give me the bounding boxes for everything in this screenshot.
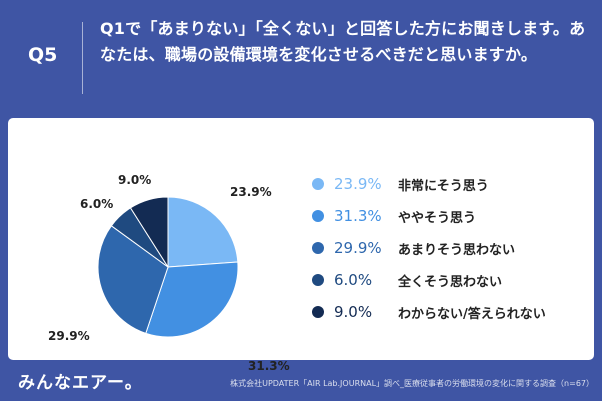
legend-swatch [312,210,324,222]
chart-panel: 23.9% 31.3% 29.9% 6.0% 9.0% 23.9% 非常にそう思う 31.3… [8,118,594,373]
question-text: Q1で「あまりない」「全くない」と回答した方にお聞きします。あなたは、職場の設備… [100,19,586,64]
pie-chart [97,196,239,338]
legend-item: 6.0% 全くそう思わない [312,264,546,296]
legend-label: あまりそう思わない [398,242,516,258]
legend-label: わからない/答えられない [398,306,546,322]
legend-value: 29.9% [334,239,382,257]
chart-legend: 23.9% 非常にそう思う 31.3% ややそう思う 29.9% あまりそう思わない 6.0… [312,168,546,328]
pie-slice [145,261,239,338]
legend-item: 9.0% わからない/答えられない [312,296,546,328]
legend-label: 非常にそう思う [398,178,489,194]
header-divider [82,22,83,94]
question-label: Q5 [28,44,58,66]
legend-label: 全くそう思わない [398,274,503,290]
slice-value-label: 9.0% [118,173,152,187]
legend-value: 6.0% [334,271,373,289]
slice-value-label: 29.9% [48,329,90,343]
source-note: 株式会社UPDATER「AIR Lab.JOURNAL」調べ_医療従事者の労働環… [230,379,594,388]
pie-slice [167,196,239,268]
slice-value-label: 6.0% [80,197,114,211]
legend-item: 29.9% あまりそう思わない [312,232,546,264]
legend-item: 23.9% 非常にそう思う [312,168,546,200]
pie-slice [97,225,169,335]
brand-logo: みんなエアー。 [18,373,143,393]
legend-swatch [312,306,324,318]
slice-value-label: 31.3% [248,359,290,373]
pie-slice [129,196,169,269]
legend-value: 23.9% [334,175,382,193]
slice-value-label: 23.9% [230,185,272,199]
legend-value: 31.3% [334,207,382,225]
legend-label: ややそう思う [398,210,477,226]
legend-swatch [312,242,324,254]
legend-swatch [312,274,324,286]
legend-item: 31.3% ややそう思う [312,200,546,232]
legend-value: 9.0% [334,303,373,321]
legend-swatch [312,178,324,190]
